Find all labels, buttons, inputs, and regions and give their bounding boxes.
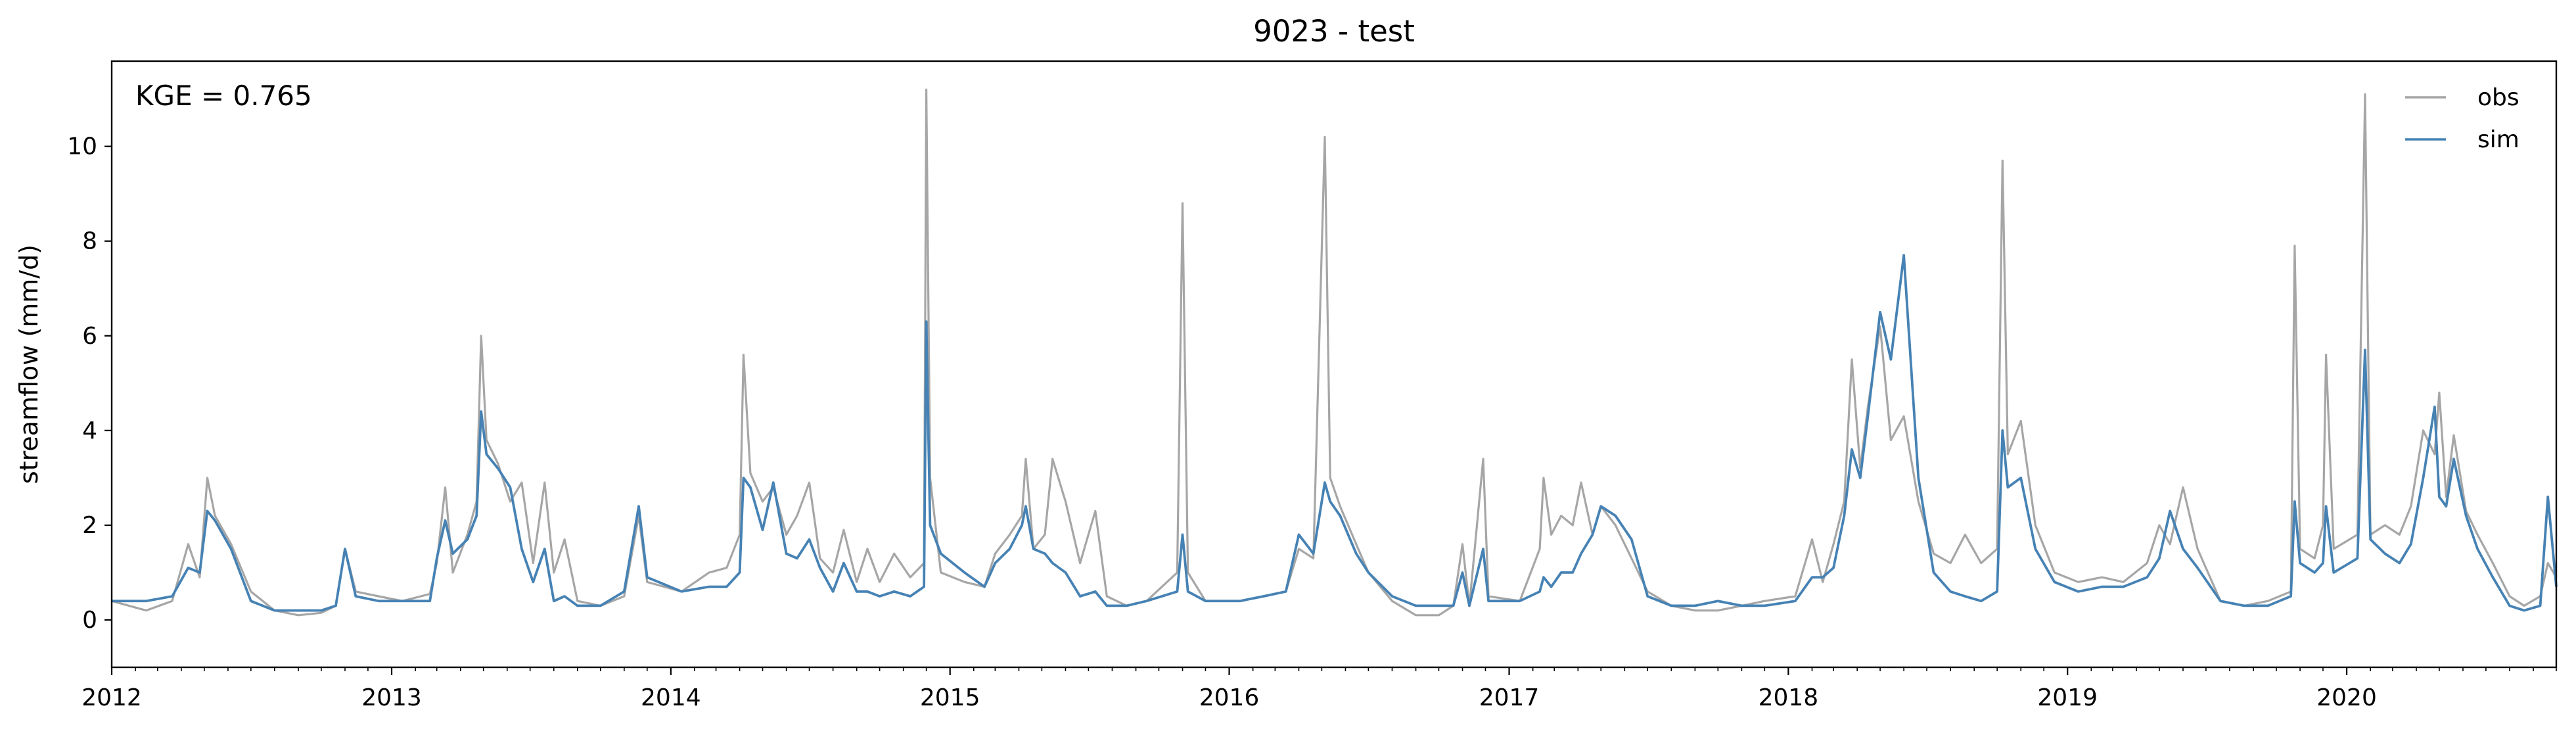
x-tick-label-2019: 2019 <box>2037 684 2098 711</box>
x-tick-label-2017: 2017 <box>1479 684 1540 711</box>
x-tick-label-2018: 2018 <box>1759 684 1819 711</box>
series-layer <box>111 88 2558 617</box>
y-tick-label-4: 4 <box>82 417 97 444</box>
kge-annotation: KGE = 0.765 <box>135 80 312 112</box>
x-tick-label-2016: 2016 <box>1199 684 1260 711</box>
series-line-sim <box>112 254 2558 612</box>
x-tick-label-2015: 2015 <box>920 684 980 711</box>
y-axis-label: streamflow (mm/d) <box>14 245 43 484</box>
legend-label-sim: sim <box>2477 126 2519 153</box>
y-tick-label-0: 0 <box>82 607 97 634</box>
y-axis: 0 2 4 6 8 10 <box>67 133 112 634</box>
x-tick-label-2014: 2014 <box>641 684 701 711</box>
y-tick-label-6: 6 <box>82 323 97 350</box>
legend-label-obs: obs <box>2477 84 2519 111</box>
plot-frame <box>110 60 2558 669</box>
y-tick-label-10: 10 <box>67 133 97 160</box>
x-tick-label-2020: 2020 <box>2316 684 2377 711</box>
plot-area <box>110 60 2558 669</box>
x-tick-label-2012: 2012 <box>81 684 142 711</box>
series-line-obs <box>111 88 2558 617</box>
chart-title: 9023 - test <box>1253 14 1415 49</box>
y-tick-label-2: 2 <box>82 512 97 539</box>
x-tick-label-2013: 2013 <box>361 684 422 711</box>
legend: obs sim <box>2405 84 2519 153</box>
x-axis: 2012 2013 2014 2015 2016 2017 2018 2019 2020 <box>81 667 2557 711</box>
y-tick-label-8: 8 <box>82 228 97 255</box>
